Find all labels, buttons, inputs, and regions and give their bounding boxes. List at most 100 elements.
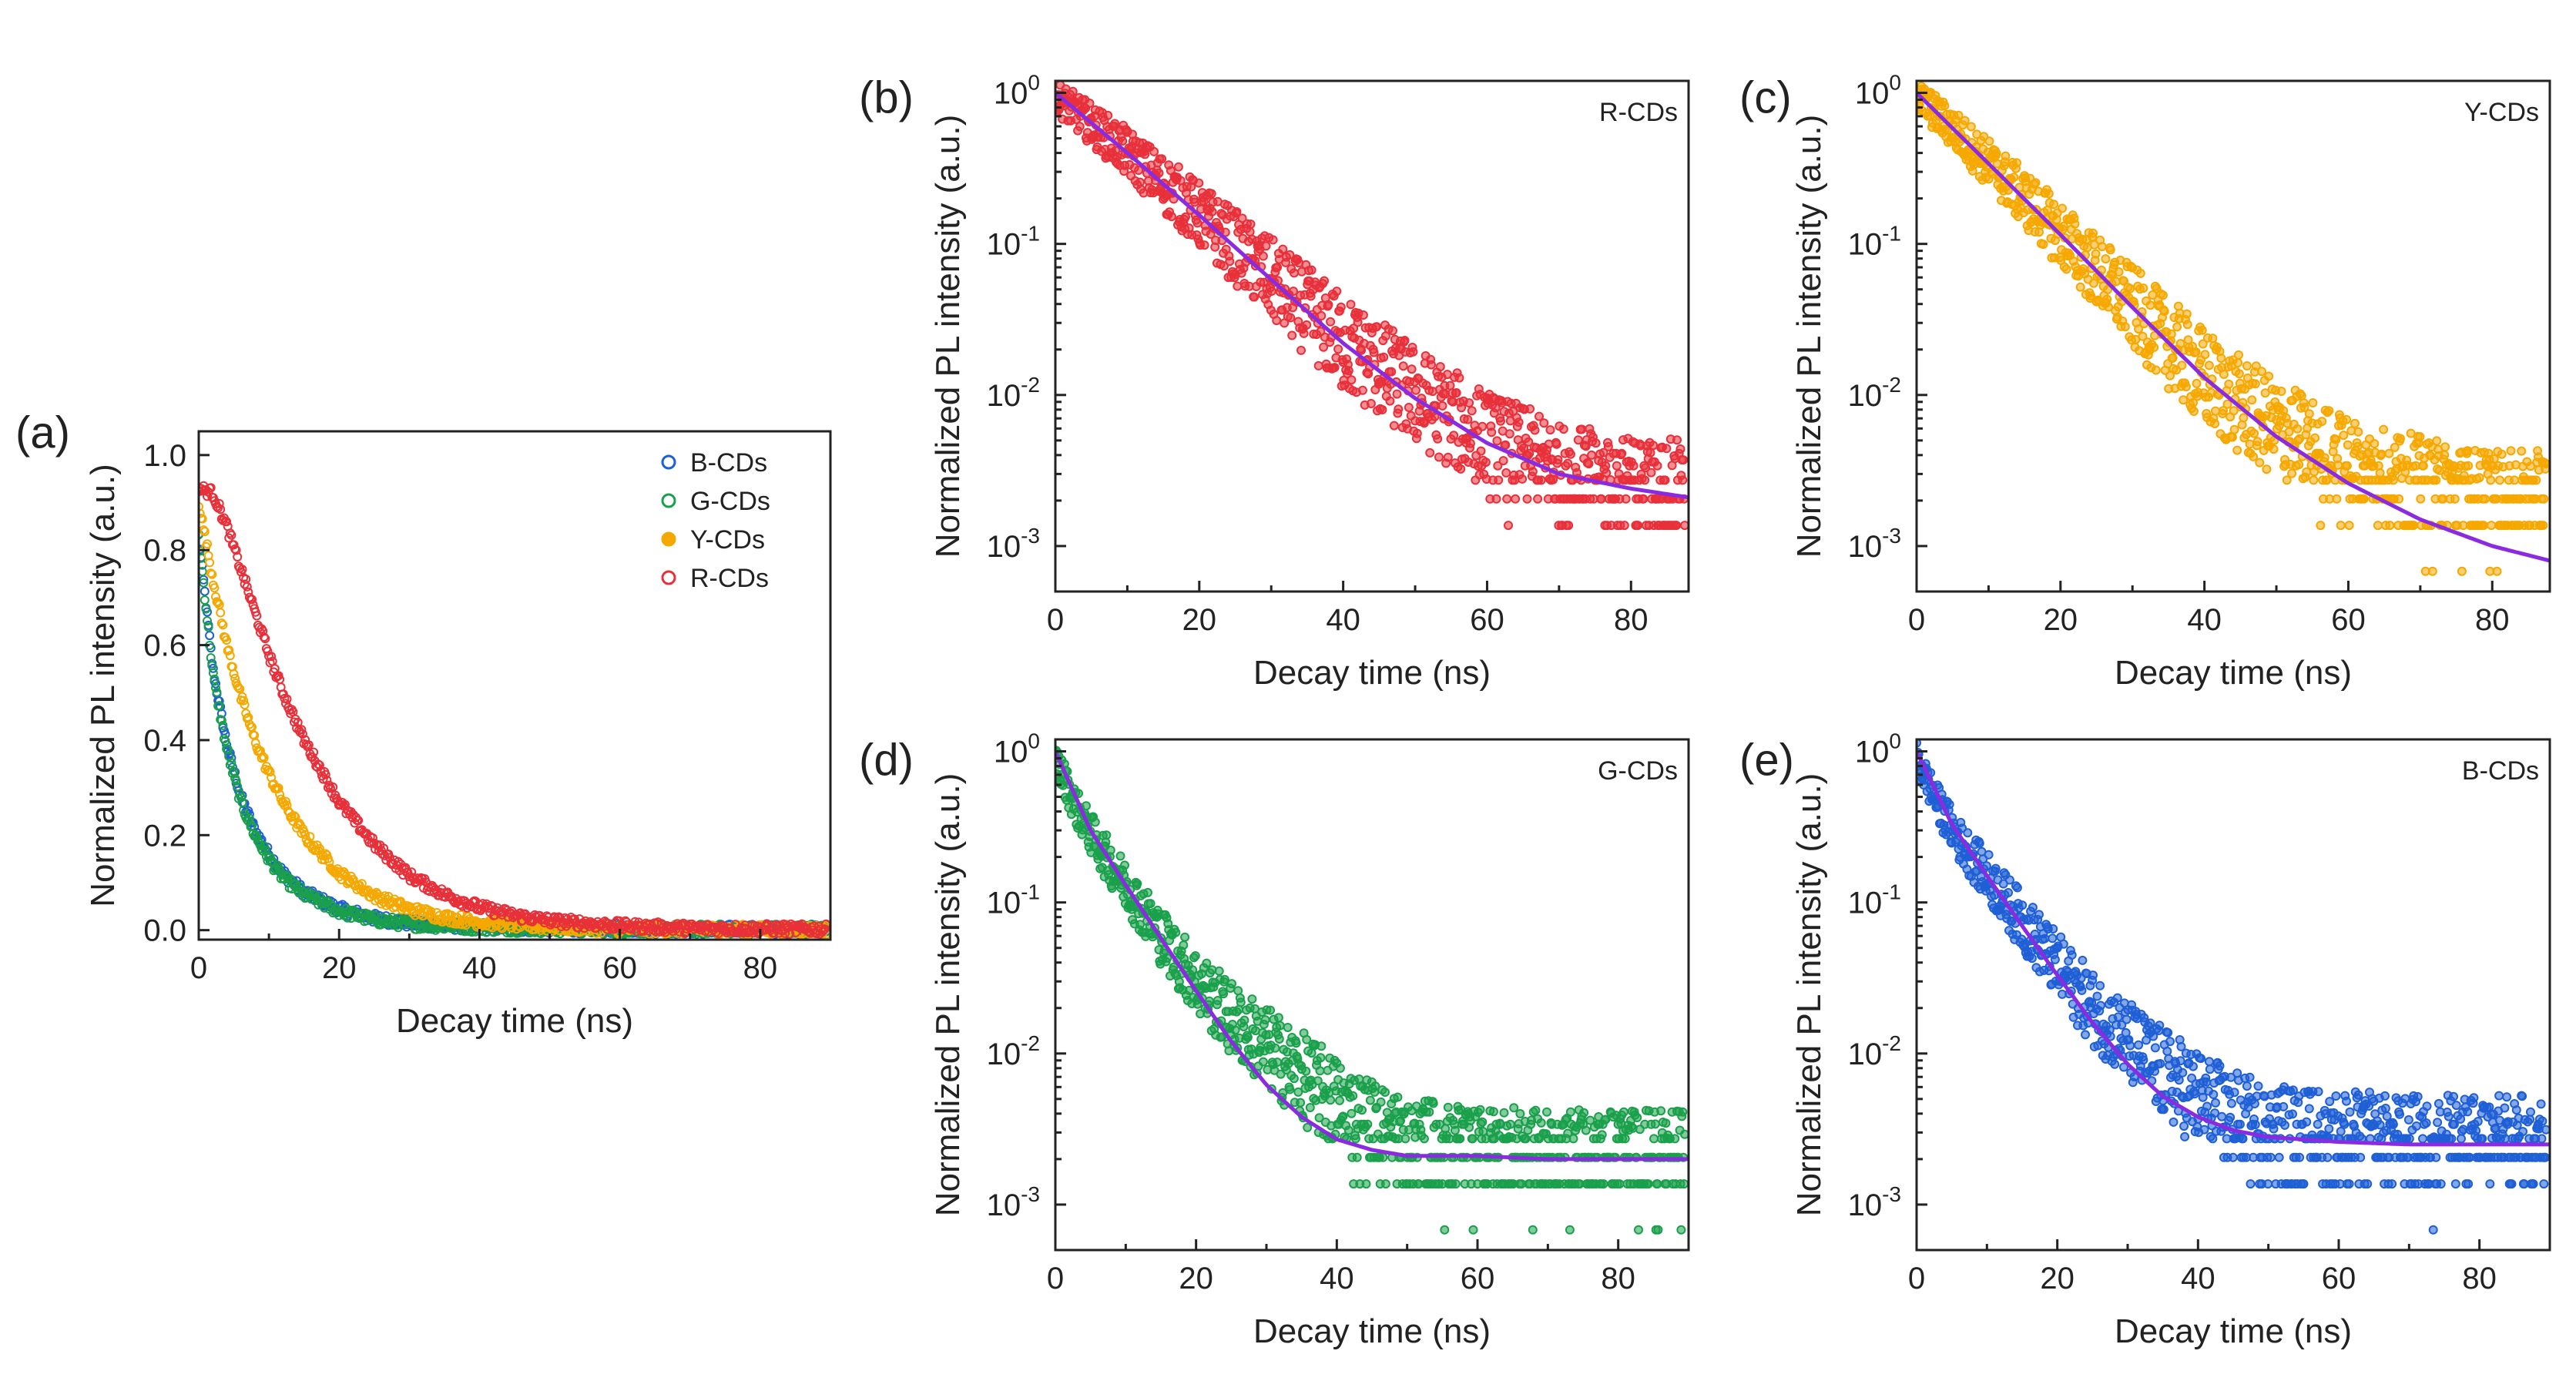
x-tick-label: 60 <box>1470 603 1504 637</box>
data-point <box>1504 521 1513 531</box>
data-point <box>1171 927 1181 937</box>
data-point <box>2134 324 2144 334</box>
data-point <box>2339 431 2349 441</box>
data-point <box>2232 445 2242 455</box>
data-point <box>2440 450 2450 460</box>
y-tick-exponent: -2 <box>1021 373 1040 397</box>
data-point <box>2120 322 2130 332</box>
y-tick-label: 0.6 <box>143 629 186 663</box>
data-point <box>241 575 251 584</box>
y-tick-exponent: -1 <box>1882 222 1901 246</box>
data-point <box>1188 965 1198 975</box>
data-point <box>1102 830 1112 840</box>
data-point <box>1553 454 1563 464</box>
data-point <box>1634 1225 1643 1235</box>
data-point <box>1649 1134 1659 1144</box>
data-point <box>1465 438 1475 448</box>
data-point <box>236 793 246 802</box>
data-point <box>1535 411 1544 421</box>
data-point <box>1445 380 1455 390</box>
data-point <box>2172 322 2182 332</box>
data-point <box>2350 418 2360 428</box>
data-point <box>1488 1107 1498 1117</box>
data-point <box>1347 1108 1357 1118</box>
data-point <box>2295 434 2305 444</box>
data-point <box>250 738 260 748</box>
data-point <box>1132 879 1142 889</box>
data-point <box>252 611 262 621</box>
data-point <box>2457 566 2467 576</box>
data-point <box>1192 218 1202 228</box>
data-point <box>206 568 216 578</box>
data-point <box>1449 431 1459 441</box>
data-point <box>218 720 228 730</box>
data-point <box>1103 110 1113 120</box>
data-point <box>1615 1179 1625 1189</box>
data-point <box>1419 1134 1429 1144</box>
data-point <box>1296 1098 1306 1108</box>
data-point <box>1612 461 1622 471</box>
data-point <box>1219 989 1229 999</box>
data-point <box>1278 244 1288 254</box>
data-point <box>1348 1091 1358 1101</box>
data-point <box>1289 268 1299 278</box>
data-point <box>222 635 232 645</box>
y-tick-exponent: -2 <box>1882 373 1901 397</box>
data-point <box>1145 899 1156 909</box>
data-point <box>320 849 330 859</box>
data-point <box>1494 475 1504 485</box>
y-tick-label: 10-3 <box>987 1182 1040 1222</box>
data-point <box>222 740 232 749</box>
data-point <box>2182 320 2192 330</box>
data-point <box>388 920 398 930</box>
data-point <box>1154 168 1164 178</box>
y-tick-label: 10-1 <box>987 222 1040 262</box>
data-point <box>1313 360 1323 370</box>
x-axis-title: Decay time (ns) <box>396 1002 633 1040</box>
data-point <box>231 545 241 555</box>
data-point <box>1273 263 1283 272</box>
data-point <box>817 927 827 937</box>
data-point <box>1396 1116 1405 1126</box>
x-tick-label: 80 <box>2475 603 2510 637</box>
data-point <box>1249 292 1259 302</box>
data-point <box>229 540 239 550</box>
data-point <box>1443 452 1453 462</box>
data-point <box>1558 424 1568 434</box>
y-tick-exponent: -3 <box>1021 1182 1040 1206</box>
data-point <box>1349 323 1359 334</box>
data-point <box>1343 366 1353 376</box>
y-tick-label: 10-3 <box>987 524 1040 564</box>
data-point <box>2332 494 2342 504</box>
data-point <box>2086 291 2096 301</box>
data-point <box>205 631 215 641</box>
data-point <box>2251 361 2261 371</box>
data-point <box>1563 458 1573 468</box>
y-tick-base: 10 <box>987 228 1021 262</box>
data-point <box>2294 460 2304 470</box>
data-point <box>1326 317 1336 327</box>
data-point <box>2088 228 2098 238</box>
data-point <box>2541 459 2550 469</box>
data-point <box>1219 974 1229 984</box>
data-point <box>2486 475 2496 485</box>
data-point <box>2394 494 2404 504</box>
data-point <box>1274 1034 1284 1044</box>
data-point <box>1601 1114 1611 1125</box>
data-point <box>211 683 220 693</box>
data-point <box>1233 986 1243 996</box>
data-point <box>314 843 324 853</box>
data-point <box>2227 432 2237 442</box>
data-point <box>2255 458 2265 468</box>
data-point <box>2409 521 2419 531</box>
data-point <box>1149 146 1159 156</box>
x-tick-label: 60 <box>2331 603 2366 637</box>
data-point <box>1443 1102 1453 1112</box>
data-point <box>1481 458 1491 468</box>
data-point <box>2239 413 2249 423</box>
data-point <box>2310 433 2320 443</box>
data-point <box>785 929 795 939</box>
data-point <box>297 729 307 739</box>
data-point <box>2431 475 2441 485</box>
data-point <box>1621 494 1631 504</box>
